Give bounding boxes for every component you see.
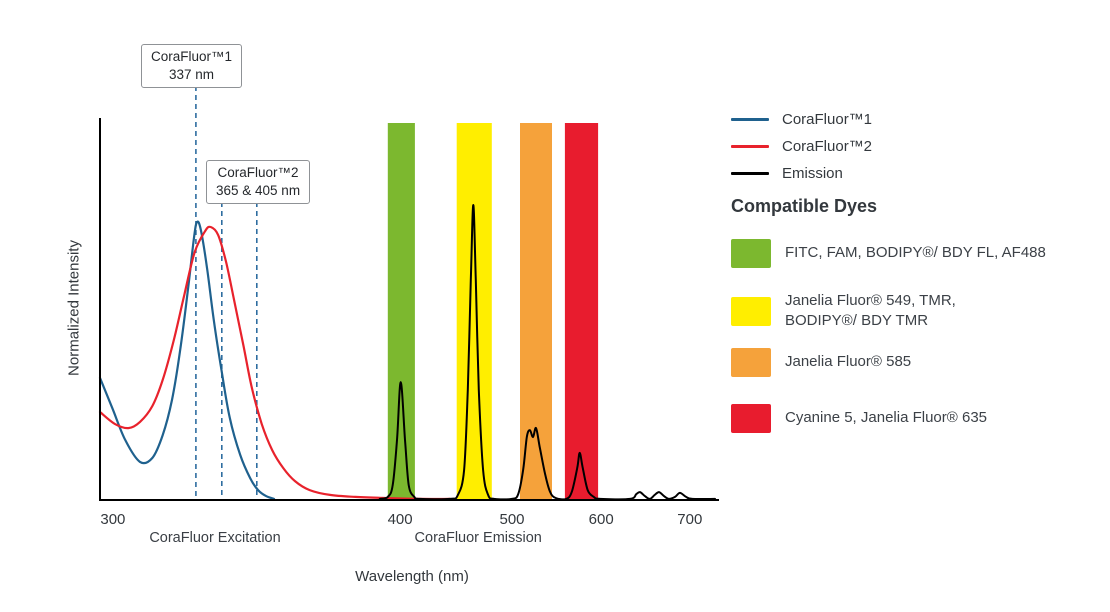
series-curve-corafluor1 [98, 220, 276, 500]
dye-label-cy5-jf635: Cyanine 5, Janelia Fluor® 635 [785, 408, 987, 428]
dye-swatch-yellow [731, 296, 771, 326]
dye-swatch-green [731, 239, 771, 268]
annotation-corafluor2: CoraFluor™2 365 & 405 nm [206, 160, 311, 204]
x-tick-label-500: 500 [499, 511, 524, 528]
legend-line-sample-corafluor2 [731, 145, 769, 148]
compatible-dyes-heading: Compatible Dyes [731, 196, 878, 216]
dye-band-red [564, 123, 599, 500]
legend: CoraFluor™1 CoraFluor™2 Emission [731, 106, 872, 187]
dye-label-line: FITC, FAM, BODIPY®/ BDY FL, AF488 [785, 244, 1046, 262]
x-tick-label-400: 400 [388, 511, 413, 528]
axis-section-label-1: CoraFluor Emission [415, 530, 542, 546]
legend-label-corafluor2: CoraFluor™2 [782, 138, 873, 155]
x-axis-label: Wavelength (nm) [355, 568, 469, 585]
annotation-corafluor1-name: CoraFluor™1 [151, 49, 233, 64]
legend-label-corafluor1: CoraFluor™1 [782, 111, 873, 128]
legend-item-emission: Emission [731, 160, 872, 187]
dye-label-jf549-tmr-bodipy-tmr: Janelia Fluor® 549, TMR, BODIPY®/ BDY TM… [785, 291, 956, 332]
dye-label-line: Cyanine 5, Janelia Fluor® 635 [785, 408, 988, 426]
annotation-corafluor1: CoraFluor™1 337 nm [141, 44, 243, 88]
dye-list: FITC, FAM, BODIPY®/ BDY FL, AF488 Janeli… [731, 239, 1110, 433]
legend-label-emission: Emission [782, 165, 843, 182]
dye-swatch-orange [731, 347, 771, 377]
dye-band-orange [520, 123, 552, 500]
x-tick-label-300: 300 [100, 511, 125, 528]
legend-item-corafluor2: CoraFluor™2 [731, 133, 872, 160]
y-axis-label: Normalized Intensity [65, 240, 83, 376]
dye-row-cy5-jf635: Cyanine 5, Janelia Fluor® 635 [731, 403, 1110, 433]
annotation-corafluor2-wavelength: 365 & 405 nm [216, 182, 301, 198]
dye-row-fitc-fam-bodipy-af488: FITC, FAM, BODIPY®/ BDY FL, AF488 [731, 239, 1110, 268]
legend-line-sample-emission [731, 172, 769, 175]
axis-section-label-0: CoraFluor Excitation [149, 530, 280, 546]
dye-label-jf585: Janelia Fluor® 585 [785, 352, 911, 372]
dye-label-line: Janelia Fluor® 585 [785, 352, 912, 370]
dye-band-yellow [456, 123, 492, 500]
series-curve-corafluor2 [98, 225, 451, 501]
legend-line-sample-corafluor1 [731, 118, 769, 121]
annotation-corafluor1-wavelength: 337 nm [169, 66, 215, 82]
dye-label-fitc-fam-bodipy-af488: FITC, FAM, BODIPY®/ BDY FL, AF488 [785, 243, 1046, 263]
x-tick-label-700: 700 [677, 511, 702, 528]
x-tick-label-600: 600 [589, 511, 614, 528]
dye-swatch-red [731, 403, 771, 433]
dye-label-line: BODIPY®/ BDY TMR [785, 312, 929, 330]
dye-row-jf549-tmr-bodipy-tmr: Janelia Fluor® 549, TMR, BODIPY®/ BDY TM… [731, 291, 1110, 332]
annotation-corafluor2-name: CoraFluor™2 [217, 165, 299, 180]
legend-item-corafluor1: CoraFluor™1 [731, 106, 872, 133]
compatible-dyes-panel: Compatible Dyes FITC, FAM, BODIPY®/ BDY … [731, 196, 1110, 433]
dye-row-jf585: Janelia Fluor® 585 [731, 347, 1110, 377]
dye-label-line: Janelia Fluor® 549, TMR, [785, 292, 956, 309]
spectra-plot: 300 400 500 600 700 CoraFluor Excitation CoraF… [98, 86, 719, 546]
dye-band-green [387, 123, 415, 500]
